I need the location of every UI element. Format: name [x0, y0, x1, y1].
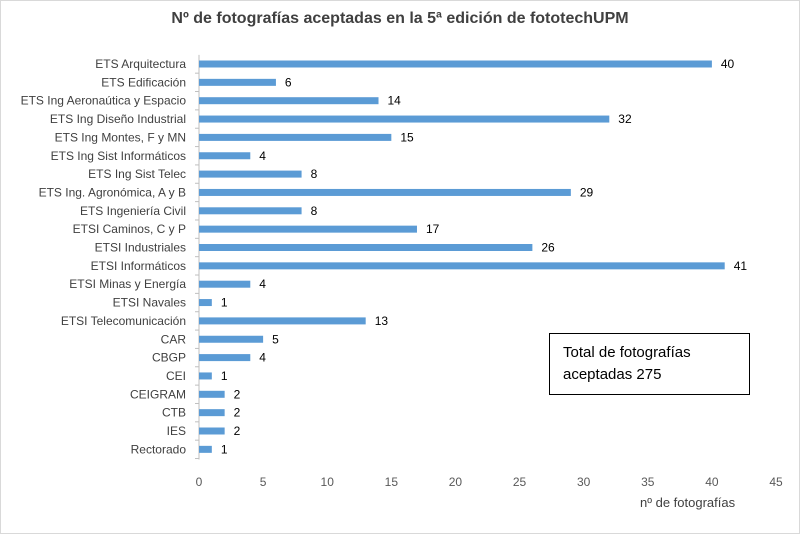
category-label: CTB	[162, 406, 186, 420]
bar	[199, 188, 571, 196]
bar	[199, 317, 366, 325]
data-label: 26	[541, 241, 555, 255]
data-label: 2	[234, 387, 241, 401]
chart-title: Nº de fotografías aceptadas en la 5ª edi…	[171, 10, 629, 27]
category-label: ETS Ing Sist Telec	[88, 167, 186, 181]
bar	[199, 280, 251, 288]
data-label: 40	[721, 57, 735, 71]
bar	[199, 244, 533, 251]
x-tick-label: 40	[705, 475, 719, 489]
data-label: 29	[580, 185, 594, 199]
data-label: 4	[259, 277, 266, 291]
category-label: ETS Arquitectura	[95, 57, 186, 71]
x-tick-label: 0	[196, 475, 203, 489]
data-label: 8	[311, 167, 318, 181]
bar	[199, 207, 302, 215]
x-tick-label: 35	[641, 475, 655, 489]
x-tick-label: 15	[385, 475, 399, 489]
category-label: CEIGRAM	[130, 387, 186, 401]
data-label: 2	[234, 424, 241, 438]
x-tick-label: 5	[260, 475, 267, 489]
data-label: 41	[734, 259, 748, 273]
category-label: IES	[167, 424, 186, 438]
data-label: 13	[375, 314, 389, 328]
bar	[199, 97, 379, 105]
bar	[199, 390, 225, 398]
data-label: 1	[221, 442, 228, 456]
x-tick-label: 20	[449, 475, 463, 489]
bar	[199, 354, 251, 362]
category-label: ETS Ing. Agronómica, A y B	[39, 185, 186, 199]
data-label: 15	[400, 130, 414, 144]
data-label: 1	[221, 369, 228, 383]
bar	[199, 78, 276, 86]
bar	[199, 152, 251, 160]
category-label: CEI	[166, 369, 186, 383]
x-tick-label: 10	[321, 475, 335, 489]
category-label: CAR	[161, 332, 187, 346]
category-label: ETSI Telecomunicación	[61, 314, 186, 328]
data-label: 1	[221, 296, 228, 310]
data-label: 17	[426, 222, 440, 236]
category-label: ETSI Caminos, C y P	[73, 222, 186, 236]
category-label: CBGP	[152, 351, 186, 365]
x-tick-label: 30	[577, 475, 591, 489]
category-label: ETS Edificación	[101, 75, 186, 89]
category-label: ETS Ing Sist Informáticos	[51, 149, 186, 163]
bar	[199, 133, 392, 141]
total-annotation-box: Total de fotografías aceptadas 275	[549, 333, 750, 395]
data-label: 2	[234, 406, 241, 420]
category-label: ETSI Minas y Energía	[69, 277, 186, 291]
bar	[199, 372, 212, 380]
bar	[199, 170, 302, 178]
category-label: ETS Ing Montes, F y MN	[55, 130, 186, 144]
category-label: ETSI Informáticos	[91, 259, 186, 273]
data-label: 14	[388, 94, 402, 108]
bar	[199, 299, 212, 307]
data-label: 4	[259, 351, 266, 365]
x-tick-label: 45	[769, 475, 783, 489]
x-axis-label: nº de fotografías	[640, 495, 736, 510]
category-label: Rectorado	[131, 442, 187, 456]
data-label: 5	[272, 332, 279, 346]
total-annotation-line-1: Total de fotografías	[563, 344, 691, 361]
data-label: 8	[311, 204, 318, 218]
bar	[199, 427, 225, 435]
category-label: ETSI Industriales	[95, 241, 186, 255]
category-label: ETS Ingeniería Civil	[80, 204, 186, 218]
bar	[199, 60, 712, 68]
category-label: ETS Ing Aeronaútica y Espacio	[21, 94, 187, 108]
data-label: 6	[285, 75, 292, 89]
bar	[199, 445, 212, 453]
total-annotation-line-2: aceptadas 275	[563, 366, 662, 383]
category-label: ETS Ing Diseño Industrial	[50, 112, 186, 126]
x-tick-label: 25	[513, 475, 527, 489]
bar	[199, 115, 610, 123]
bar	[199, 335, 264, 343]
bar	[199, 225, 417, 233]
category-label: ETSI Navales	[113, 296, 186, 310]
bar	[199, 262, 725, 270]
bar	[199, 409, 225, 417]
data-label: 4	[259, 149, 266, 163]
data-label: 32	[618, 112, 632, 126]
